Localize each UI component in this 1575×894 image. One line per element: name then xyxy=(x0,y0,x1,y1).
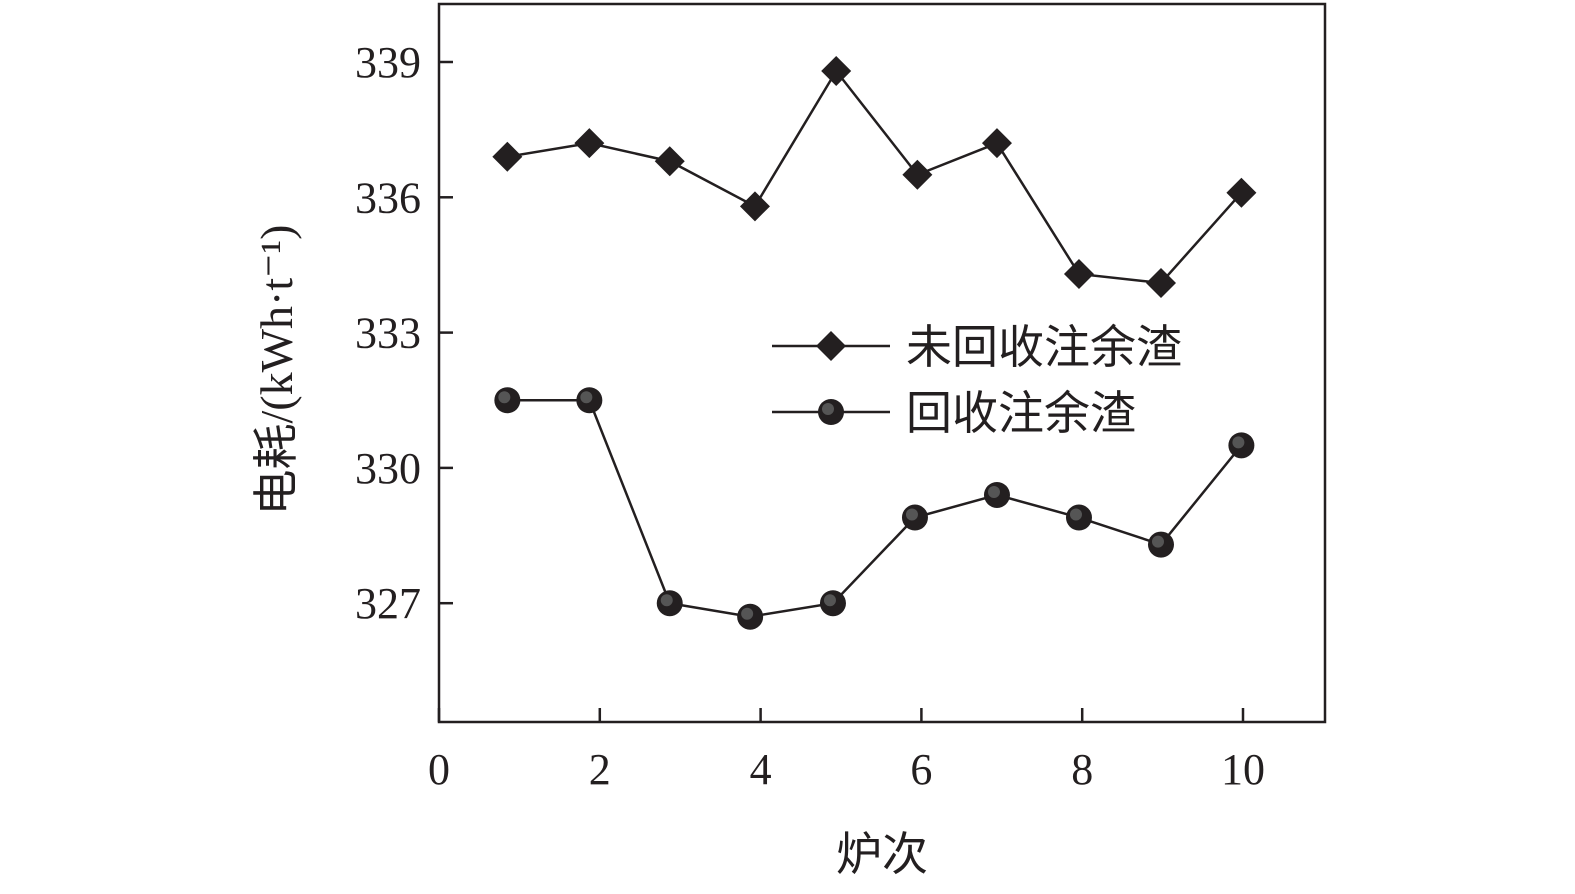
data-point-series-1 xyxy=(902,159,933,190)
data-point-series-1 xyxy=(981,128,1012,159)
y-tick-label: 333 xyxy=(355,309,421,358)
x-tick-label: 6 xyxy=(910,745,932,794)
data-point-series-1 xyxy=(654,146,685,177)
data-point-series-2-highlight xyxy=(1151,535,1164,548)
series-line-1 xyxy=(507,68,1243,285)
data-point-series-2-highlight xyxy=(498,391,511,404)
data-point-series-2-highlight xyxy=(660,594,673,607)
x-tick-label: 4 xyxy=(750,745,772,794)
x-tick-label: 8 xyxy=(1071,745,1093,794)
x-tick-label: 0 xyxy=(428,745,450,794)
y-axis-label: 电耗/(kWh·t⁻¹) xyxy=(251,224,302,515)
y-tick-label: 330 xyxy=(355,444,421,493)
x-tick-label: 2 xyxy=(589,745,611,794)
y-tick-label: 339 xyxy=(355,38,421,87)
data-point-series-1 xyxy=(1145,267,1176,298)
data-point-series-2-highlight xyxy=(905,508,918,521)
plot-frame xyxy=(437,2,1327,724)
data-point-series-2-highlight xyxy=(580,391,593,404)
legend-label-2: 回收注余渣 xyxy=(906,388,1136,439)
data-point-series-1 xyxy=(1063,258,1094,289)
data-point-series-1 xyxy=(574,128,605,159)
data-point-series-1 xyxy=(821,56,852,87)
data-point-series-1 xyxy=(1226,177,1257,208)
y-tick-label: 327 xyxy=(355,579,421,628)
data-point-series-1 xyxy=(739,191,770,222)
y-tick-label: 336 xyxy=(355,173,421,222)
data-point-series-2-highlight xyxy=(1232,436,1245,449)
data-point-series-2-highlight xyxy=(741,607,754,620)
legend-marker-1 xyxy=(816,331,846,361)
data-point-series-2-highlight xyxy=(1069,508,1082,521)
data-point-series-2-highlight xyxy=(823,594,836,607)
x-axis-label: 炉次 xyxy=(836,829,928,880)
series-line-2 xyxy=(507,399,1243,618)
x-tick-label: 10 xyxy=(1221,745,1265,794)
legend-label-1: 未回收注余渣 xyxy=(906,322,1182,373)
data-point-series-1 xyxy=(492,141,523,172)
data-point-series-2-highlight xyxy=(987,485,1000,498)
legend-marker-2-highlight xyxy=(822,403,834,415)
